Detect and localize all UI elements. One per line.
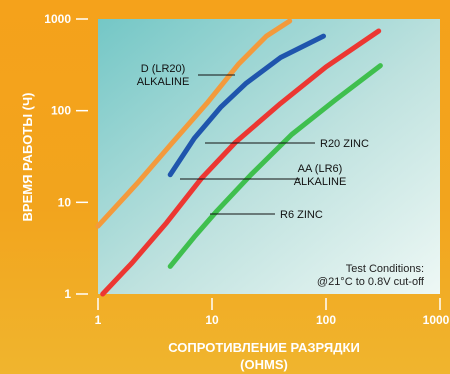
series-d-lr20-alkaline-label: D (LR20) — [141, 63, 186, 75]
series-r20-zinc-line — [167, 33, 326, 178]
series-d-lr20-alkaline-label: ALKALINE — [137, 76, 190, 88]
y-tick-label: 1000 — [44, 12, 71, 26]
series-r6-zinc-label: R6 ZINC — [280, 209, 323, 221]
x-axis-title-line1: СОПРОТИВЛЕНИЕ РАЗРЯДКИ — [168, 340, 360, 355]
y-tick-label: 10 — [58, 195, 72, 209]
y-tick-label: 100 — [51, 104, 71, 118]
y-tick-label: 1 — [64, 287, 71, 301]
x-tick-label: 100 — [316, 313, 336, 327]
y-axis: 1 10 100 1000 — [44, 12, 88, 301]
x-tick-label: 10 — [205, 313, 219, 327]
x-tick-label: 1000 — [423, 313, 450, 327]
series-r6-zinc-line — [167, 63, 383, 269]
series-d-lr20-alkaline-line — [95, 18, 293, 229]
x-tick-label: 1 — [95, 313, 102, 327]
series-aa-lr6-alkaline-label: ALKALINE — [294, 176, 347, 188]
series-lines — [95, 18, 383, 297]
y-axis-title: ВРЕМЯ РАБОТЫ (Ч) — [20, 93, 35, 222]
x-axis: 1 10 100 1000 — [95, 298, 450, 327]
test-conditions-line2: @21°C to 0.8V cut-off — [317, 276, 425, 288]
series-aa-lr6-alkaline-line — [100, 28, 382, 297]
series-aa-lr6-alkaline-label: AA (LR6) — [298, 163, 343, 175]
test-conditions-line1: Test Conditions: — [346, 263, 424, 275]
series-r20-zinc-label: R20 ZINC — [320, 138, 369, 150]
x-axis-title-line2: (OHMS) — [240, 357, 288, 372]
